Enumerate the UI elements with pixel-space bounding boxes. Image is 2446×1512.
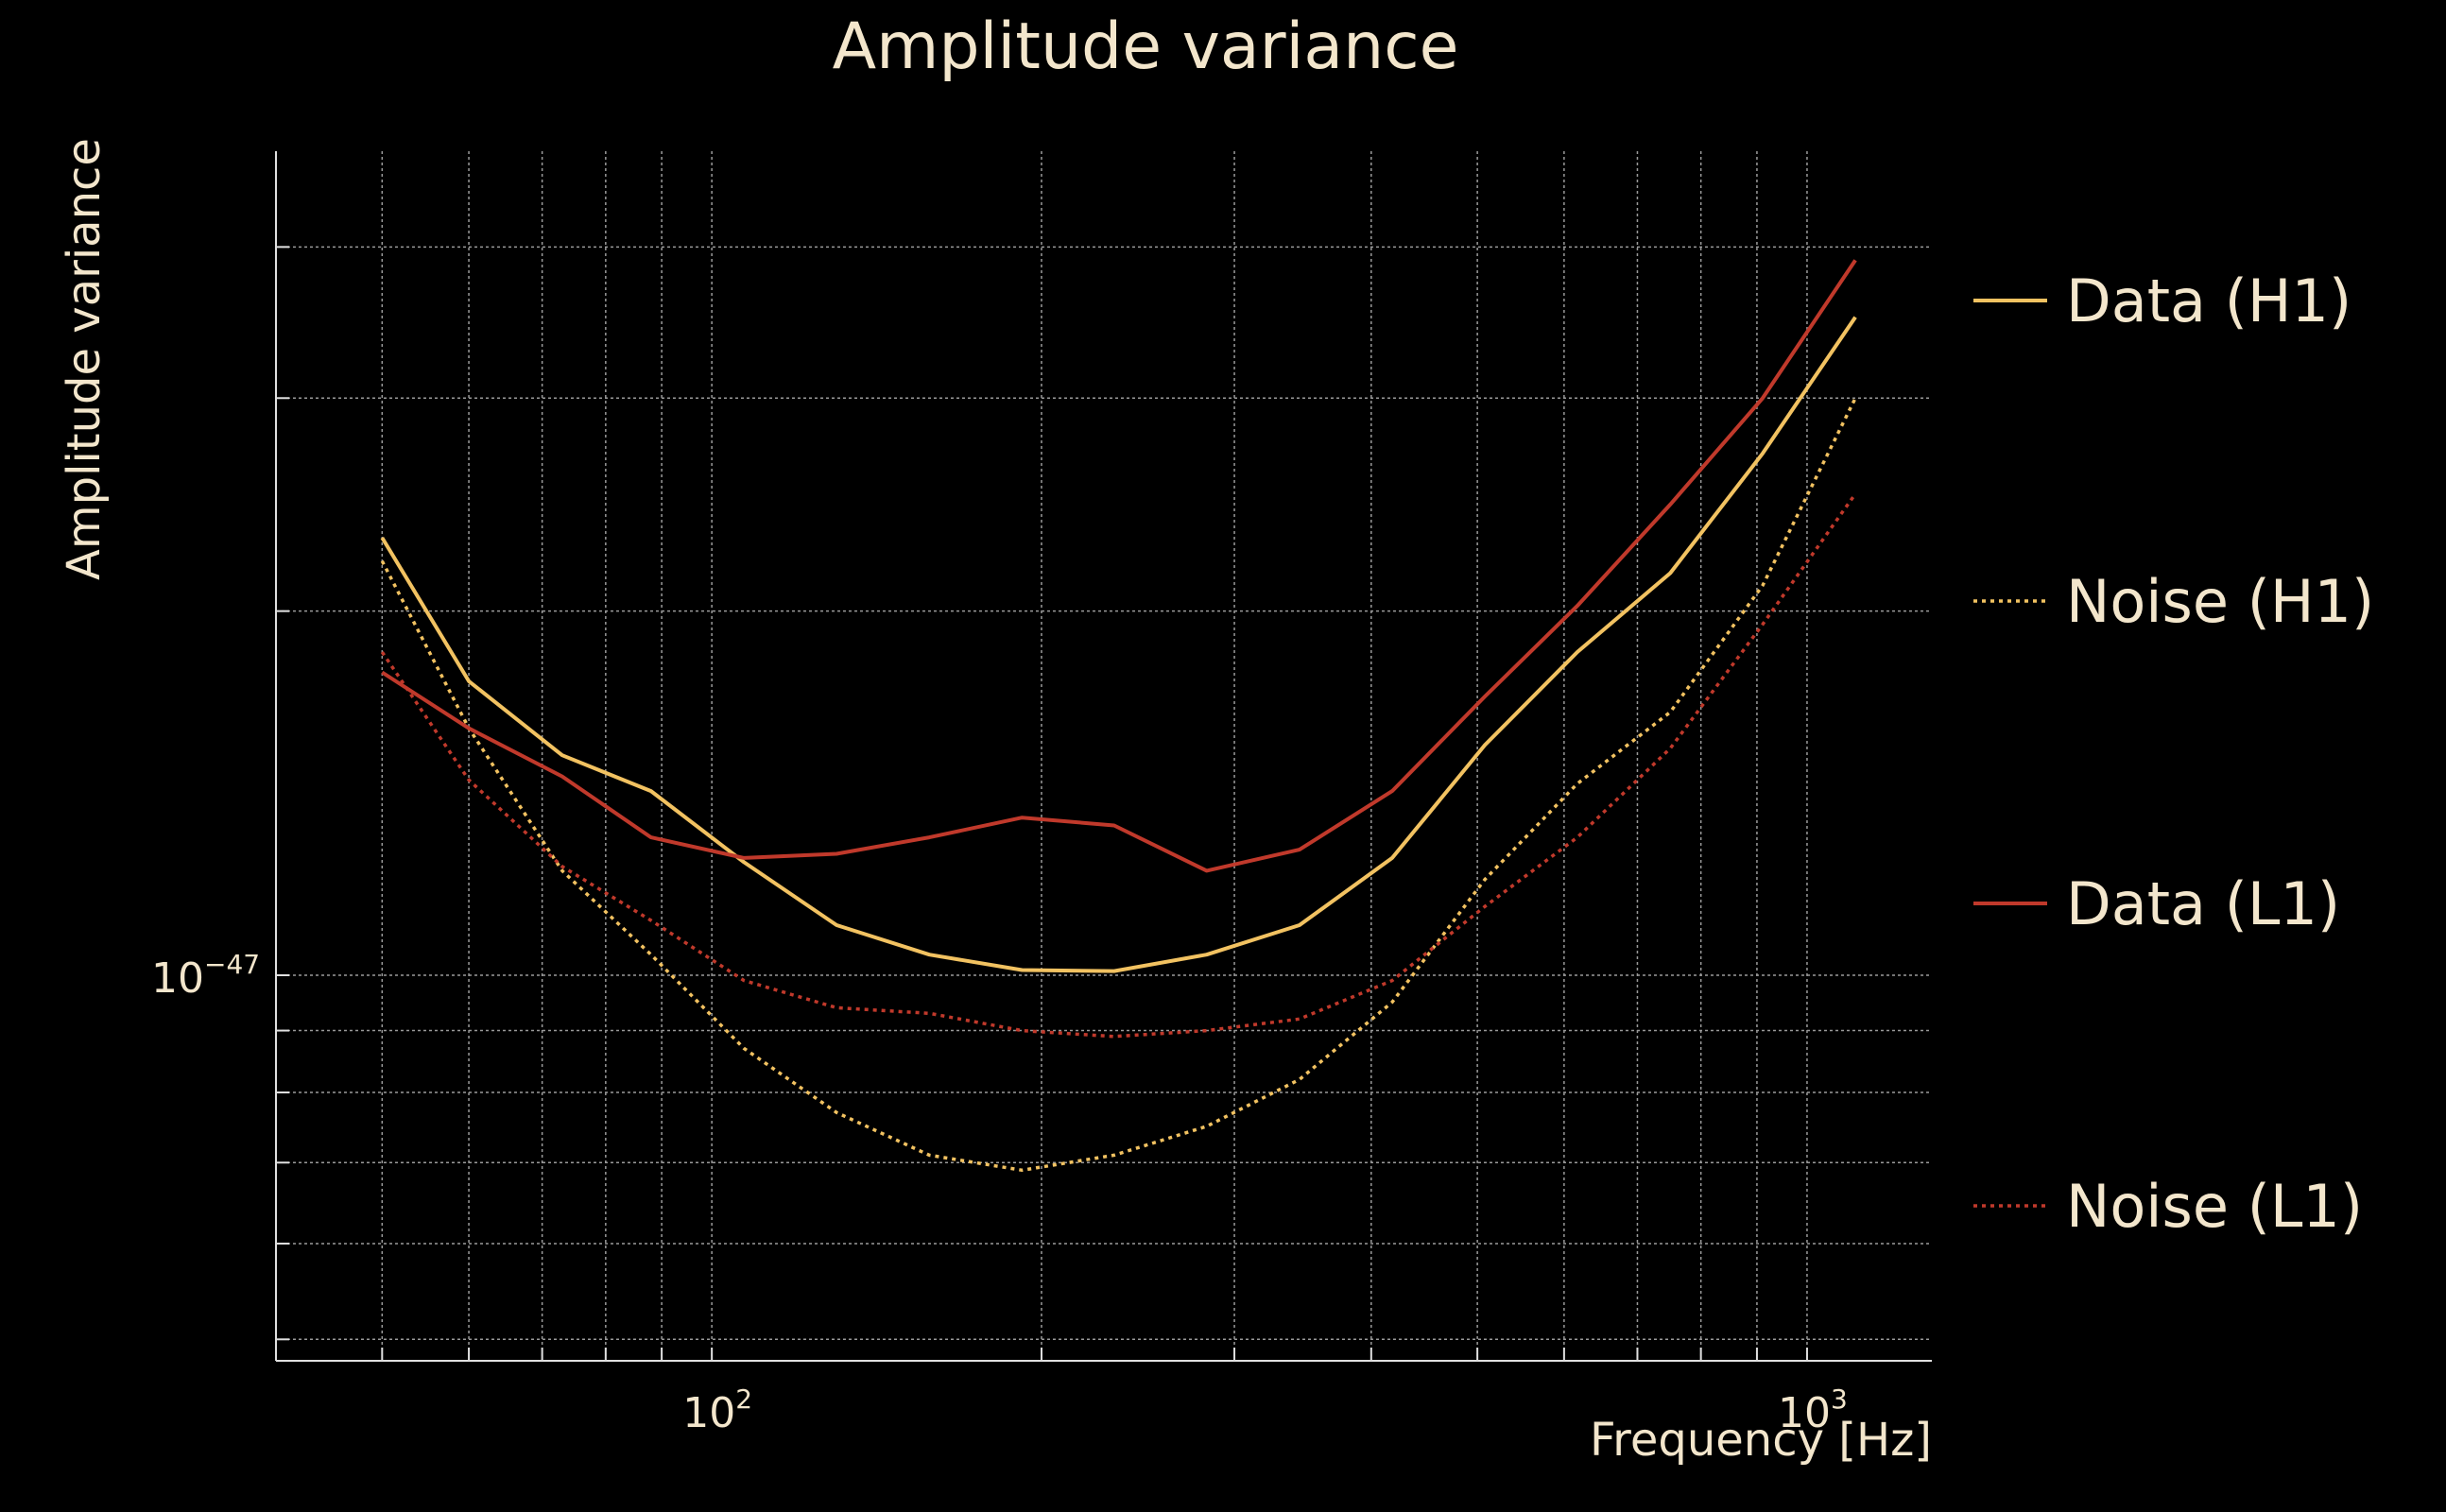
series-line-noise-h1 bbox=[380, 397, 1857, 1173]
legend-label-data-h1: Data (H1) bbox=[2066, 266, 2351, 335]
grid bbox=[275, 151, 1932, 1361]
x-tick-label: 103 bbox=[1778, 1383, 1848, 1437]
axes bbox=[275, 151, 1932, 1362]
series-line-data-h1 bbox=[380, 316, 1857, 973]
x-axis-label: Frequency [Hz] bbox=[1590, 1414, 1932, 1467]
tick-labels: 102 103 10−47 bbox=[151, 949, 1848, 1437]
series-lines bbox=[380, 259, 1857, 1173]
legend-label-data-l1: Data (L1) bbox=[2066, 869, 2340, 938]
chart-title: Amplitude variance bbox=[833, 9, 1459, 84]
x-tick-label: 102 bbox=[682, 1383, 752, 1437]
y-axis-label: Amplitude variance bbox=[58, 138, 111, 580]
series-line-noise-l1 bbox=[380, 492, 1857, 1039]
legend-label-noise-l1: Noise (L1) bbox=[2066, 1172, 2363, 1241]
legend-label-noise-h1: Noise (H1) bbox=[2066, 567, 2374, 636]
y-tick-label: 10−47 bbox=[151, 949, 260, 1003]
series-line-data-l1 bbox=[381, 259, 1857, 873]
legend: Data (H1) Noise (H1) Data (L1) Noise (L1) bbox=[1973, 266, 2374, 1241]
